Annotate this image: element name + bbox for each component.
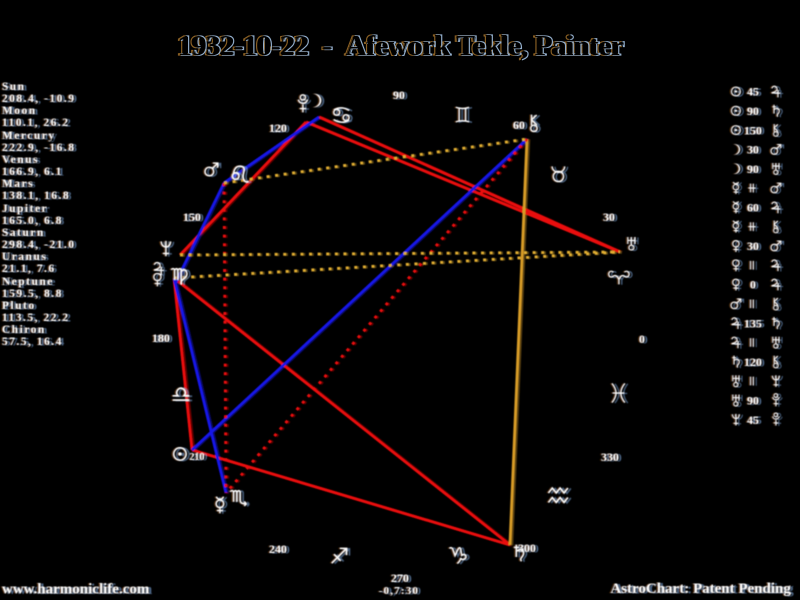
svg-text:1932-10-22 - Afework Tekle,: 1932-10-22 - Afework Tekle, Painter [179, 31, 625, 62]
svg-text:1932-10-22 - Afework Tekle,: 1932-10-22 - Afework Tekle, Painter [176, 31, 622, 62]
svg-text:1932-10-22 - Afework Tekle,: 1932-10-22 - Afework Tekle, Painter [178, 31, 624, 62]
